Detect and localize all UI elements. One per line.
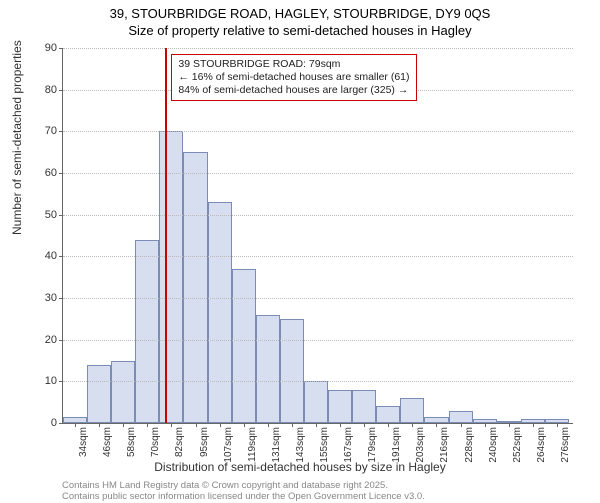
x-tick-label: 179sqm [367,427,378,463]
credits-line2: Contains public sector information licen… [62,491,425,502]
histogram-bar [280,319,304,423]
gridline [63,48,573,49]
x-tick-label: 264sqm [536,427,547,463]
x-tick-label: 119sqm [247,427,258,463]
y-tick-mark [59,90,63,91]
bars-layer [63,48,573,423]
y-tick-mark [59,173,63,174]
y-tick-mark [59,298,63,299]
gridline [63,173,573,174]
gridline [63,215,573,216]
x-tick-label: 155sqm [319,427,330,463]
y-tick-mark [59,381,63,382]
gridline [63,298,573,299]
x-tick-label: 82sqm [174,427,185,463]
y-tick-label: 90 [35,42,57,54]
y-tick-label: 60 [35,167,57,179]
gridline [63,131,573,132]
x-tick-label: 276sqm [560,427,571,463]
x-tick-label: 46sqm [102,427,113,463]
y-tick-mark [59,131,63,132]
x-tick-label: 240sqm [488,427,499,463]
plot-area: 010203040506070809039 STOURBRIDGE ROAD: … [62,48,573,424]
y-tick-mark [59,423,63,424]
histogram-bar [352,390,376,423]
histogram-bar [449,411,473,424]
histogram-bar [376,406,400,423]
x-tick-label: 252sqm [512,427,523,463]
x-axis-label: Distribution of semi-detached houses by … [0,460,600,474]
histogram-bar [256,315,280,423]
highlight-line [165,48,167,423]
histogram-bar [87,365,111,423]
y-tick-label: 50 [35,209,57,221]
y-tick-mark [59,340,63,341]
gridline [63,340,573,341]
histogram-bar [135,240,159,423]
y-tick-label: 10 [35,375,57,387]
x-tick-label: 191sqm [391,427,402,463]
y-tick-mark [59,48,63,49]
y-tick-label: 70 [35,125,57,137]
histogram-bar [400,398,424,423]
y-tick-label: 30 [35,292,57,304]
histogram-bar [183,152,207,423]
y-tick-mark [59,215,63,216]
x-tick-label: 70sqm [150,427,161,463]
y-tick-label: 0 [35,417,57,429]
y-axis-label: Number of semi-detached properties [10,40,24,235]
x-tick-label: 203sqm [415,427,426,463]
histogram-bar [208,202,232,423]
y-tick-label: 20 [35,334,57,346]
x-tick-label: 216sqm [439,427,450,463]
x-tick-label: 143sqm [295,427,306,463]
x-tick-label: 228sqm [464,427,475,463]
histogram-bar [304,381,328,423]
gridline [63,381,573,382]
x-tick-label: 34sqm [78,427,89,463]
title-line2: Size of property relative to semi-detach… [0,23,600,40]
annotation-box: 39 STOURBRIDGE ROAD: 79sqm← 16% of semi-… [171,54,416,101]
x-tick-label: 167sqm [343,427,354,463]
histogram-bar [232,269,256,423]
annotation-line2: ← 16% of semi-detached houses are smalle… [178,71,409,84]
histogram-bar [328,390,352,423]
title-line1: 39, STOURBRIDGE ROAD, HAGLEY, STOURBRIDG… [0,6,600,23]
credits-line1: Contains HM Land Registry data © Crown c… [62,480,425,491]
x-tick-label: 95sqm [199,427,210,463]
chart-container: 39, STOURBRIDGE ROAD, HAGLEY, STOURBRIDG… [0,0,600,500]
histogram-bar [159,131,183,423]
y-tick-label: 40 [35,250,57,262]
gridline [63,256,573,257]
y-tick-label: 80 [35,84,57,96]
annotation-line3: 84% of semi-detached houses are larger (… [178,84,409,97]
x-tick-labels: 34sqm 46sqm 58sqm 70sqm 82sqm 95sqm 107sqm 119s… [62,425,572,465]
chart-title: 39, STOURBRIDGE ROAD, HAGLEY, STOURBRIDG… [0,0,600,40]
x-tick-label: 131sqm [271,427,282,463]
x-tick-label: 58sqm [126,427,137,463]
annotation-line1: 39 STOURBRIDGE ROAD: 79sqm [178,58,409,71]
histogram-bar [111,361,135,424]
credits: Contains HM Land Registry data © Crown c… [62,480,425,503]
x-tick-label: 107sqm [223,427,234,463]
y-tick-mark [59,256,63,257]
